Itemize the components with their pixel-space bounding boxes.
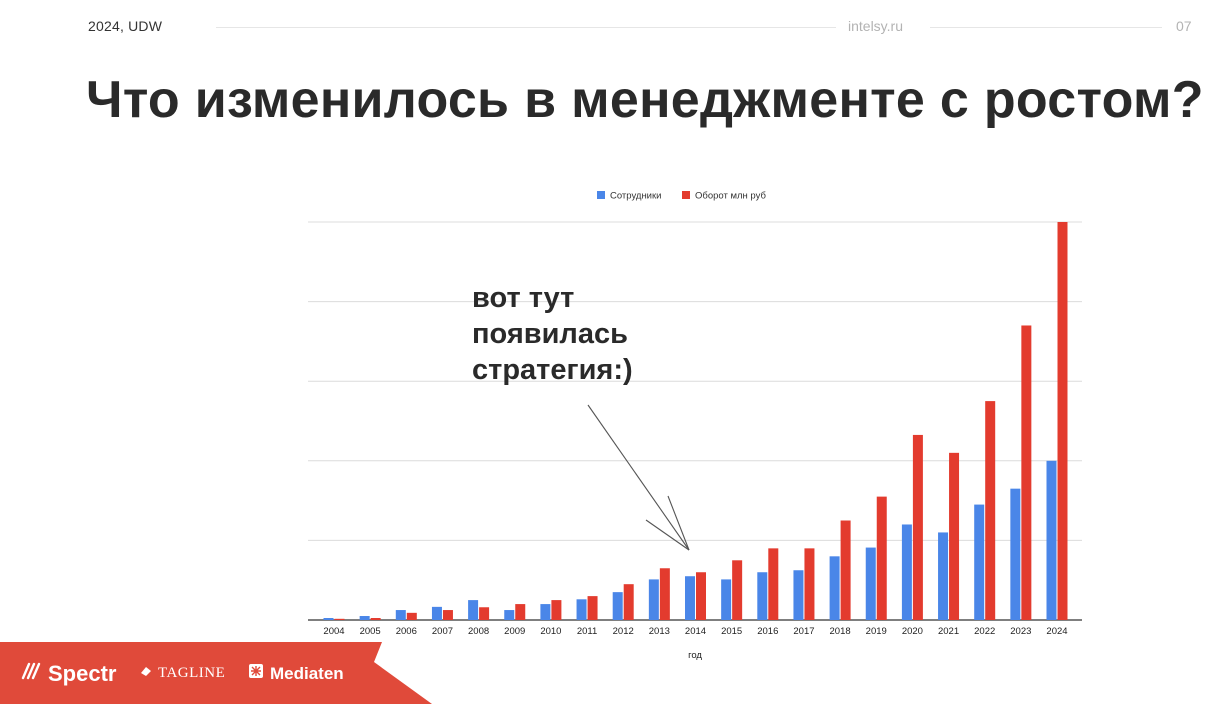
legend-label: Сотрудники <box>610 191 661 202</box>
bar-revenue-2016 <box>768 548 779 620</box>
header-date-event: 2024, UDW <box>88 18 163 34</box>
annotation-line-1: вот тут <box>472 282 575 314</box>
x-tick-label: 2005 <box>360 626 381 637</box>
x-tick-label: 2018 <box>830 626 851 637</box>
bar-employees-2013 <box>648 579 659 620</box>
header-page-number: 07 <box>1176 18 1192 34</box>
bar-revenue-2004 <box>334 618 345 620</box>
bar-revenue-2014 <box>696 572 706 620</box>
bar-employees-2017 <box>793 570 804 620</box>
footer-shape <box>0 642 432 704</box>
bar-revenue-2012 <box>623 584 634 620</box>
bar-revenue-2007 <box>442 610 453 620</box>
x-tick-label: 2019 <box>866 626 887 637</box>
legend-swatch <box>597 191 605 199</box>
bar-revenue-2011 <box>587 596 598 620</box>
logo-mediaten: Mediaten <box>248 663 344 684</box>
bar-employees-2015 <box>721 579 732 620</box>
bar-revenue-2017 <box>804 548 815 620</box>
x-tick-label: 2017 <box>793 626 814 637</box>
bar-revenue-2015 <box>732 560 743 620</box>
bar-revenue-2018 <box>840 520 851 620</box>
header-divider-right <box>930 27 1162 28</box>
bar-revenue-2006 <box>406 612 417 620</box>
bar-employees-2004 <box>323 618 334 620</box>
x-tick-label: 2024 <box>1046 626 1067 637</box>
header-site: intelsy.ru <box>848 18 903 34</box>
bar-employees-2005 <box>359 616 370 620</box>
x-tick-label: 2006 <box>396 626 417 637</box>
x-tick-label: 2008 <box>468 626 489 637</box>
x-tick-label: 2016 <box>757 626 778 637</box>
chart-container: 2004 2005 2006 2007 2008 2009 2010 2011 2012 2013… <box>300 180 1100 670</box>
bar-employees-2008 <box>468 600 479 620</box>
bar-employees-2022 <box>974 504 985 620</box>
logo-tagline-text: TAGLINE <box>158 665 226 681</box>
spectr-logo-icon <box>20 660 42 688</box>
slide-title: Что изменилось в менеджменте с ростом? <box>86 71 1204 129</box>
logo-spectr: Spectr <box>20 660 116 688</box>
x-tick-label: 2004 <box>323 626 344 637</box>
bar-employees-2020 <box>901 524 912 620</box>
bar-employees-2012 <box>612 592 623 620</box>
logo-tagline: TAGLINE <box>140 665 225 682</box>
logo-spectr-text: Spectr <box>48 661 117 686</box>
x-tick-label: 2014 <box>685 626 706 637</box>
bar-employees-2016 <box>757 572 768 620</box>
bar-employees-2010 <box>540 604 551 620</box>
bar-employees-2009 <box>504 610 515 620</box>
bar-revenue-2024 <box>1057 222 1068 620</box>
bar-employees-2019 <box>865 547 876 620</box>
header-divider-left <box>216 27 836 28</box>
x-tick-label: 2022 <box>974 626 995 637</box>
legend-label: Оборот млн руб <box>695 191 766 202</box>
x-tick-label: 2015 <box>721 626 742 637</box>
bar-revenue-2013 <box>659 568 670 620</box>
annotation-arrow-head <box>645 519 690 551</box>
x-tick-label: 2023 <box>1010 626 1031 637</box>
x-tick-label: 2020 <box>902 626 923 637</box>
bar-employees-2024 <box>1046 460 1057 620</box>
bar-employees-2006 <box>395 610 406 620</box>
x-tick-label: 2011 <box>577 626 597 637</box>
mediaten-logo-icon <box>248 663 264 684</box>
bar-revenue-2019 <box>876 496 887 620</box>
bar-employees-2011 <box>576 599 587 620</box>
bar-revenue-2005 <box>370 618 381 620</box>
logo-mediaten-text: Mediaten <box>270 663 344 683</box>
annotation-line-2: появилась <box>472 318 628 350</box>
bar-revenue-2009 <box>515 604 526 620</box>
x-axis-label: год <box>688 650 702 661</box>
tagline-logo-icon <box>140 665 152 682</box>
legend-swatch <box>682 191 690 199</box>
bar-employees-2007 <box>431 606 442 620</box>
bar-employees-2021 <box>938 532 949 620</box>
annotation-arrow-shaft <box>587 404 690 551</box>
bar-revenue-2021 <box>949 452 960 620</box>
bar-revenue-2023 <box>1021 325 1032 620</box>
bar-revenue-2020 <box>912 434 923 620</box>
annotation-arrow-head <box>667 495 690 551</box>
x-tick-label: 2012 <box>613 626 634 637</box>
annotation-line-3: стратегия:) <box>472 354 633 386</box>
x-tick-label: 2021 <box>938 626 959 637</box>
bar-employees-2014 <box>685 576 695 620</box>
annotation-text: вот тут появилась стратегия:) <box>472 280 633 388</box>
footer-brand-bar <box>0 642 440 704</box>
slide-header: 2024, UDW intelsy.ru 07 <box>0 0 1228 54</box>
x-tick-label: 2013 <box>649 626 670 637</box>
x-tick-label: 2009 <box>504 626 525 637</box>
x-tick-label: 2010 <box>540 626 561 637</box>
bar-chart: 2004 2005 2006 2007 2008 2009 2010 2011 2012 2013… <box>308 191 1082 661</box>
bar-revenue-2010 <box>551 600 562 620</box>
x-tick-label: 2007 <box>432 626 453 637</box>
bar-revenue-2008 <box>479 607 490 620</box>
bar-employees-2018 <box>829 556 840 620</box>
bar-revenue-2022 <box>985 401 996 620</box>
bar-employees-2023 <box>1010 488 1021 620</box>
